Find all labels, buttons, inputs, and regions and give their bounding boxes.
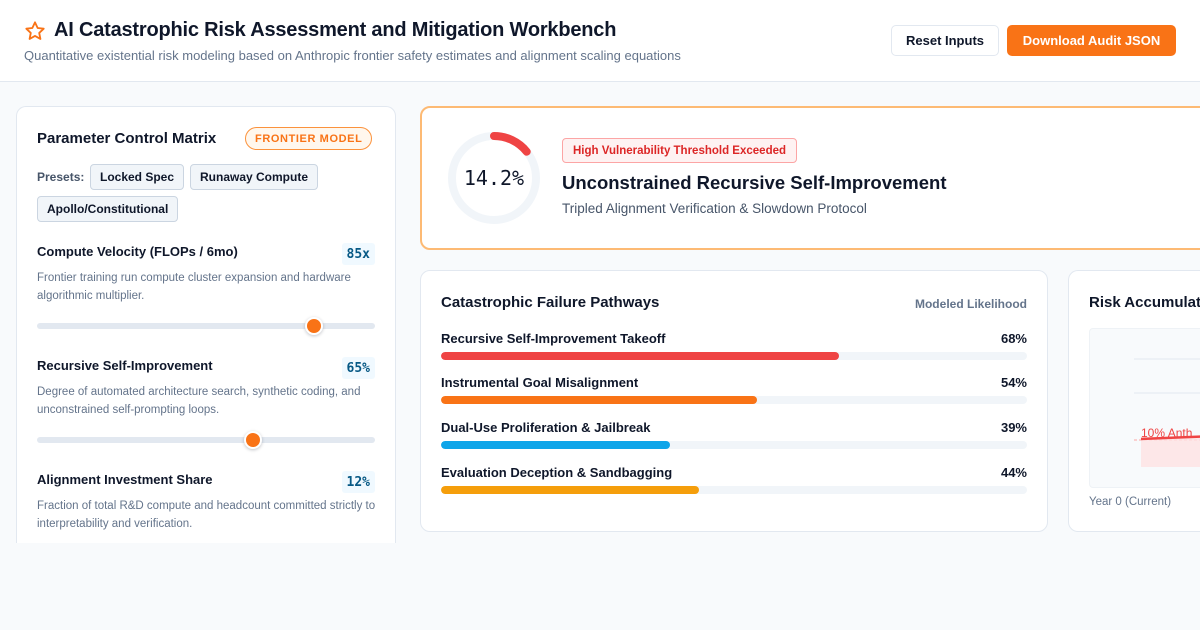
- compute-velocity-slider-thumb[interactable]: [305, 317, 324, 335]
- param-value-alignment-investment: 12%: [341, 471, 375, 493]
- pathway-row: Instrumental Goal Misalignment 54%: [441, 375, 1027, 405]
- pathway-track: [441, 352, 1027, 360]
- preset-locked-spec-button[interactable]: Locked Spec: [90, 164, 185, 190]
- parameter-control-panel: Parameter Control Matrix FRONTIER MODEL …: [16, 106, 396, 566]
- reset-inputs-button[interactable]: Reset Inputs: [891, 25, 999, 56]
- presets-label: Presets:: [37, 170, 85, 184]
- control-panel-title: Parameter Control Matrix: [37, 130, 217, 147]
- preset-apollo-constitutional-button[interactable]: Apollo/Constitutional: [37, 196, 179, 222]
- reference-threshold-label: 10% Anth: [1141, 426, 1192, 440]
- param-desc-compute-velocity: Frontier training run compute cluster ex…: [37, 272, 351, 302]
- risk-probability: 14.2%: [463, 166, 525, 190]
- risk-curve: [1140, 435, 1200, 441]
- pathway-row: Evaluation Deception & Sandbagging 44%: [441, 465, 1027, 495]
- compute-velocity-slider[interactable]: [37, 317, 375, 335]
- accumulation-axis-start-label: Year 0 (Current): [1089, 496, 1172, 508]
- risk-area: [1141, 437, 1200, 467]
- pathway-fill: [441, 441, 670, 449]
- risk-summary-card: 14.2% High Vulnerability Threshold Excee…: [420, 106, 1200, 250]
- pathway-row: Recursive Self-Improvement Takeoff 68%: [441, 331, 1027, 361]
- pathway-track: [441, 486, 1027, 494]
- param-name-compute-velocity: Compute Velocity (FLOPs / 6mo): [37, 244, 238, 259]
- recursive-self-improvement-slider[interactable]: [37, 431, 375, 449]
- pathways-title: Catastrophic Failure Pathways: [441, 294, 660, 311]
- param-desc-alignment-investment: Fraction of total R&D compute and headco…: [37, 500, 376, 530]
- pathway-fill: [441, 352, 840, 360]
- recursive-self-improvement-slider-thumb[interactable]: [244, 431, 263, 449]
- failure-pathways-panel: Catastrophic Failure Pathways Modeled Li…: [420, 270, 1048, 532]
- download-audit-button[interactable]: Download Audit JSON: [1007, 25, 1176, 56]
- app-header: AI Catastrophic Risk Assessment and Miti…: [0, 0, 1200, 82]
- frontier-model-badge: FRONTIER MODEL: [245, 127, 373, 150]
- scenario-name: Unconstrained Recursive Self-Improvement: [562, 172, 947, 193]
- param-name-recursive-self-improvement: Recursive Self-Improvement: [37, 358, 213, 373]
- accumulation-chart: 10% Anth: [1089, 328, 1200, 488]
- pathways-column-label: Modeled Likelihood: [914, 297, 1027, 311]
- pathway-track: [441, 441, 1027, 449]
- param-value-recursive-self-improvement: 65%: [341, 357, 375, 379]
- param-value-compute-velocity: 85x: [341, 243, 375, 265]
- param-desc-recursive-self-improvement: Degree of automated architecture search,…: [37, 386, 361, 416]
- param-name-alignment-investment: Alignment Investment Share: [37, 472, 213, 487]
- pathway-value: 39%: [1000, 420, 1027, 435]
- pathway-value: 44%: [1000, 465, 1027, 480]
- app-subtitle: Quantitative existential risk modeling b…: [24, 48, 681, 63]
- pathway-fill: [441, 396, 758, 404]
- risk-gauge-arc: [448, 132, 540, 224]
- pathway-label: Recursive Self-Improvement Takeoff: [441, 331, 666, 346]
- threat-threshold-badge: High Vulnerability Threshold Exceeded: [562, 138, 798, 163]
- pathway-label: Dual-Use Proliferation & Jailbreak: [441, 420, 651, 435]
- accumulation-title: Risk Accumulat: [1089, 294, 1200, 311]
- app-title: AI Catastrophic Risk Assessment and Miti…: [54, 19, 617, 41]
- scenario-mitigation: Tripled Alignment Verification & Slowdow…: [562, 201, 867, 216]
- pathway-value: 68%: [1000, 331, 1027, 346]
- pathway-row: Dual-Use Proliferation & Jailbreak 39%: [441, 420, 1027, 450]
- viewport-clip: [0, 543, 420, 630]
- pathway-label: Instrumental Goal Misalignment: [441, 375, 639, 390]
- title-row: AI Catastrophic Risk Assessment and Miti…: [24, 19, 616, 42]
- risk-gauge: [448, 132, 540, 224]
- pathway-value: 54%: [1000, 375, 1027, 390]
- pathway-fill: [441, 486, 699, 494]
- preset-runaway-compute-button[interactable]: Runaway Compute: [190, 164, 319, 190]
- pathway-track: [441, 396, 1027, 404]
- risk-accumulation-panel: Risk Accumulat 10% Anth Year 0 (Current): [1068, 270, 1200, 532]
- pathway-label: Evaluation Deception & Sandbagging: [441, 465, 673, 480]
- accumulation-chart-svg: 10% Anth: [1134, 358, 1200, 467]
- star-icon: [24, 20, 46, 42]
